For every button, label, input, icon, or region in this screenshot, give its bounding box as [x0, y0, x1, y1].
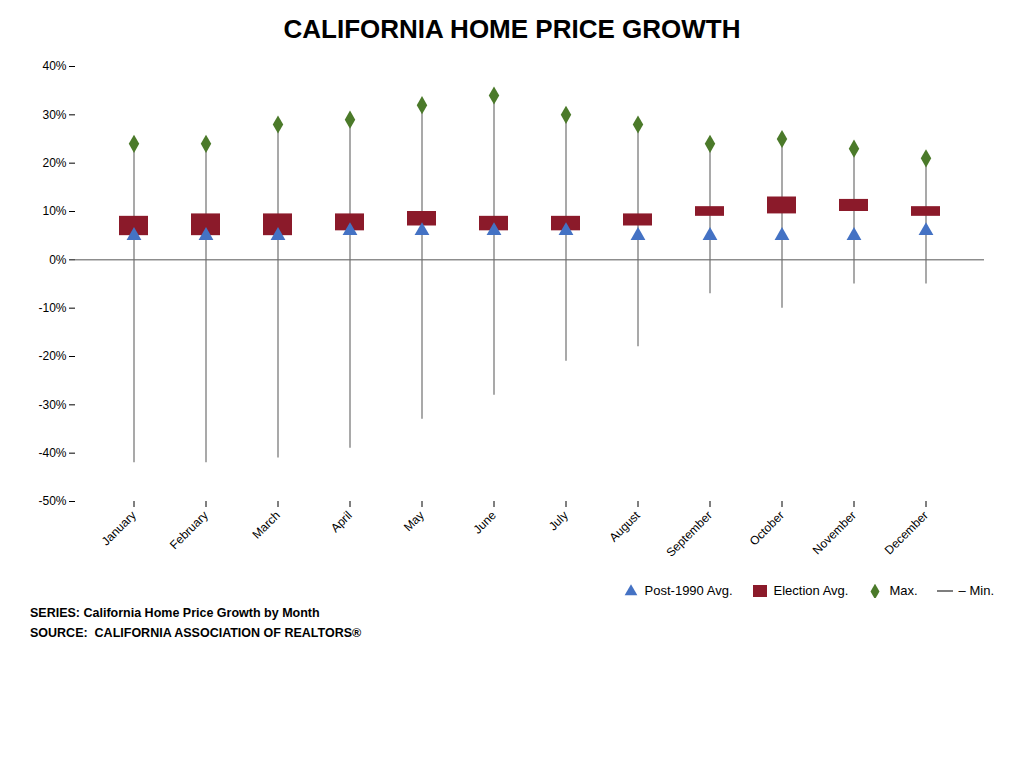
svg-text:-20%: -20% [38, 349, 66, 363]
html-text:Election Avg.: Election Avg. [773, 583, 849, 598]
svg-text:February: February [167, 508, 211, 552]
svg-text:April: April [328, 508, 355, 535]
svg-text:March: March [249, 508, 282, 541]
svg-text:0%: 0% [49, 253, 67, 267]
html-text:– Min.: – Min. [958, 583, 994, 598]
html-text:Post-1990 Avg.: Post-1990 Avg. [644, 583, 733, 598]
svg-text:-40%: -40% [38, 446, 66, 460]
html-text:Max.: Max. [889, 583, 918, 598]
svg-text:-50%: -50% [38, 494, 66, 508]
svg-text:-30%: -30% [38, 398, 66, 412]
html-text:SERIES: California Home Price: SERIES: California Home Price Growth by … [30, 606, 320, 620]
svg-text:January: January [99, 508, 139, 548]
svg-text:November: November [810, 508, 859, 557]
svg-text:July: July [546, 508, 571, 533]
html-text:CALIFORNIA HOME PRICE GROWTH: CALIFORNIA HOME PRICE GROWTH [283, 14, 741, 44]
svg-text:-10%: -10% [38, 301, 66, 315]
svg-text:30%: 30% [42, 108, 66, 122]
svg-text:August: August [607, 508, 644, 545]
svg-text:40%: 40% [42, 59, 66, 73]
html-text:SOURCE: CALIFORNIA ASSOCIATION: SOURCE: CALIFORNIA ASSOCIATION OF REALTO… [30, 626, 362, 640]
svg-text:20%: 20% [42, 156, 66, 170]
svg-text:10%: 10% [42, 204, 66, 218]
svg-text:June: June [471, 508, 500, 537]
svg-text:September: September [663, 508, 714, 559]
svg-text:October: October [747, 508, 787, 548]
svg-text:December: December [882, 508, 931, 557]
svg-text:May: May [401, 508, 427, 534]
